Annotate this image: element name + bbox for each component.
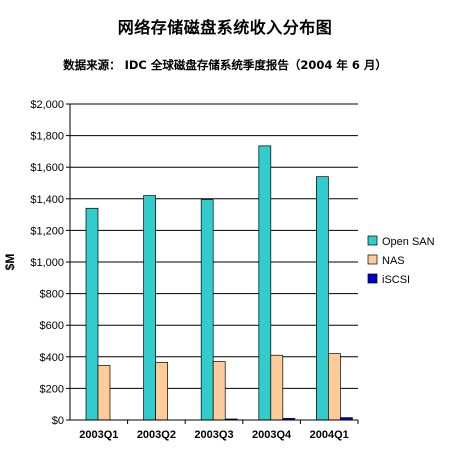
- y-tick-label: $1,000: [30, 257, 64, 269]
- y-tick-label: $600: [40, 320, 64, 332]
- legend-label: Open SAN: [382, 236, 435, 248]
- y-tick-label: $1,400: [30, 194, 64, 206]
- legend-swatch: [367, 235, 378, 246]
- legend-swatch: [367, 254, 378, 265]
- x-tick-label: 2003Q3: [194, 429, 233, 441]
- chart-subtitle: 数据来源： IDC 全球磁盘存储系统季度报告（2004 年 6 月）: [63, 58, 387, 72]
- chart-title: 网络存储磁盘系统收入分布图: [117, 18, 333, 37]
- x-tick-label: 2003Q4: [252, 429, 292, 441]
- legend-swatch: [367, 273, 378, 284]
- y-tick-label: $1,800: [30, 131, 64, 143]
- y-tick-label: $200: [40, 383, 64, 395]
- bar-nas: [328, 353, 341, 421]
- y-tick-label: $2,000: [30, 99, 64, 111]
- y-tick-label: $800: [40, 289, 64, 301]
- y-tick-label: $400: [40, 352, 64, 364]
- y-tick-label: $1,200: [30, 225, 64, 237]
- y-axis-label: $M: [3, 254, 17, 271]
- bar-open-san: [316, 176, 329, 421]
- bar-nas: [97, 365, 111, 421]
- x-tick-label: 2003Q2: [137, 429, 176, 441]
- bar-nas: [270, 354, 284, 421]
- bar-open-san: [85, 207, 99, 421]
- bar-nas: [155, 361, 168, 421]
- y-tick-label: $0: [52, 415, 64, 427]
- legend-label: NAS: [382, 255, 405, 267]
- bar-nas: [212, 361, 226, 421]
- bar-open-san: [200, 199, 214, 421]
- x-tick-label: 2004Q1: [310, 429, 349, 441]
- bar-open-san: [143, 195, 156, 421]
- bar-open-san: [258, 145, 272, 421]
- y-tick-label: $1,600: [30, 162, 64, 174]
- legend-label: iSCSI: [382, 274, 410, 286]
- x-tick-label: 2003Q1: [79, 429, 118, 441]
